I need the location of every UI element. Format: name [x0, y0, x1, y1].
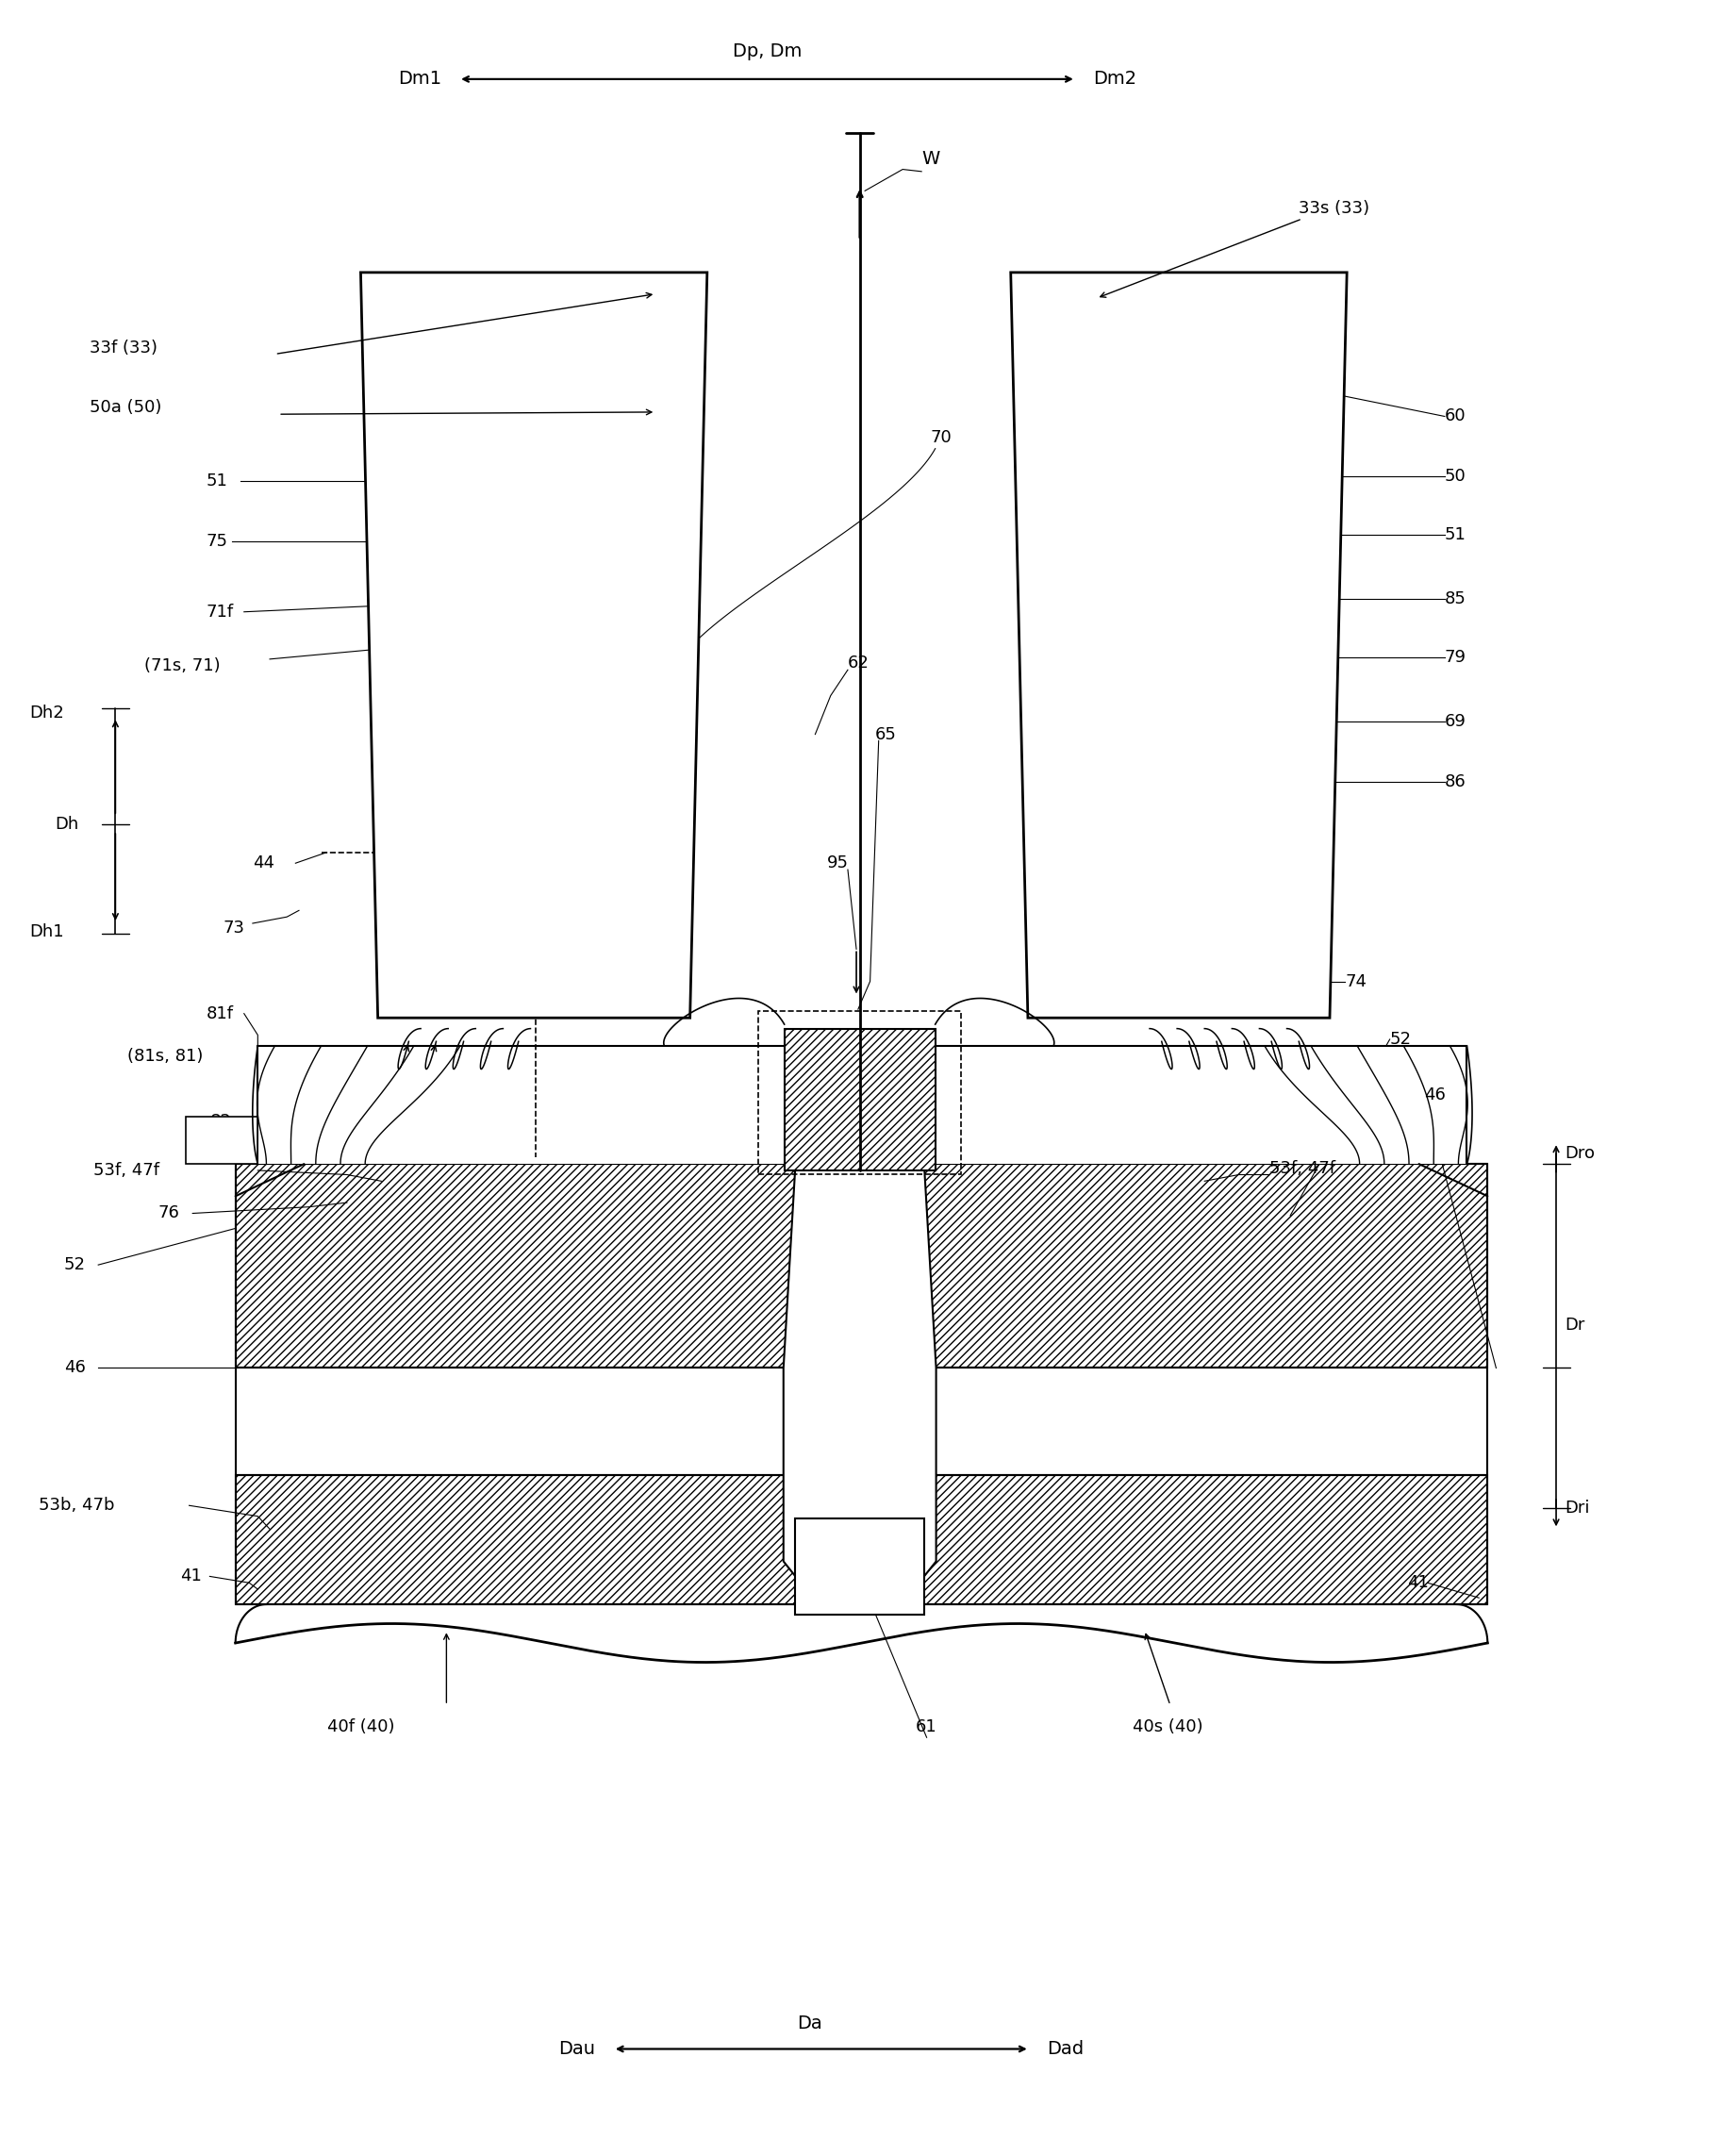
Text: 79: 79: [1444, 649, 1466, 666]
Text: W: W: [922, 149, 939, 168]
Text: 51: 51: [1444, 526, 1466, 543]
Text: 44: 44: [253, 854, 274, 871]
Polygon shape: [796, 1518, 924, 1615]
Text: 46: 46: [1425, 1087, 1446, 1104]
Text: Dau: Dau: [558, 2040, 596, 2059]
Text: Dm1: Dm1: [398, 71, 441, 88]
Text: 70: 70: [930, 429, 951, 446]
Text: 71f: 71f: [207, 604, 234, 621]
Text: Da: Da: [798, 2014, 822, 2033]
Text: 40s (40): 40s (40): [1132, 1718, 1203, 1736]
Text: 75: 75: [207, 533, 227, 550]
Text: 65: 65: [875, 727, 896, 744]
Text: Dr: Dr: [1564, 1317, 1585, 1335]
Text: 46: 46: [64, 1360, 86, 1376]
Text: 40f (40): 40f (40): [327, 1718, 395, 1736]
Text: Dp, Dm: Dp, Dm: [732, 43, 801, 60]
Text: 41: 41: [1408, 1574, 1428, 1591]
Polygon shape: [1011, 272, 1347, 1018]
Text: 52: 52: [1390, 1031, 1411, 1048]
Polygon shape: [186, 1117, 258, 1164]
Text: 53f, 47f: 53f, 47f: [1270, 1160, 1335, 1177]
Text: Dad: Dad: [1048, 2040, 1084, 2059]
Text: Dm2: Dm2: [1092, 71, 1137, 88]
Text: 33f (33): 33f (33): [90, 338, 157, 356]
Text: 50: 50: [1444, 468, 1466, 485]
Polygon shape: [258, 1046, 796, 1164]
Text: 62: 62: [848, 655, 870, 673]
Text: 69: 69: [1444, 714, 1466, 731]
Text: (71s, 71): (71s, 71): [145, 658, 221, 675]
Polygon shape: [796, 1046, 1466, 1164]
Text: Dh1: Dh1: [29, 923, 64, 940]
Text: 53f, 47f: 53f, 47f: [93, 1162, 159, 1179]
Polygon shape: [784, 1164, 936, 1604]
Text: 76: 76: [159, 1205, 179, 1222]
Text: 85: 85: [1444, 591, 1466, 608]
Text: 33s (33): 33s (33): [1299, 201, 1370, 216]
Text: Dro: Dro: [1564, 1145, 1595, 1162]
Text: 41: 41: [181, 1567, 202, 1585]
Text: Dri: Dri: [1564, 1498, 1590, 1516]
Text: 53b, 47b: 53b, 47b: [38, 1496, 114, 1514]
Polygon shape: [236, 1164, 1487, 1369]
Text: Dh2: Dh2: [29, 705, 64, 722]
Polygon shape: [784, 1028, 936, 1171]
Text: 82: 82: [210, 1112, 231, 1130]
Text: 51: 51: [207, 472, 227, 489]
Text: 61: 61: [917, 1718, 937, 1736]
Text: (81s, 81): (81s, 81): [128, 1048, 203, 1065]
Text: 52: 52: [64, 1257, 86, 1274]
Text: 60: 60: [1444, 407, 1466, 425]
Text: Dh: Dh: [55, 815, 79, 832]
Text: 50a (50): 50a (50): [90, 399, 162, 416]
Text: 73: 73: [224, 918, 245, 936]
Text: 81f: 81f: [207, 1005, 234, 1022]
Text: 86: 86: [1444, 774, 1466, 789]
Polygon shape: [360, 272, 706, 1018]
Text: 95: 95: [827, 854, 849, 871]
Bar: [758, 1011, 961, 1175]
Text: 74: 74: [1346, 972, 1366, 990]
Polygon shape: [236, 1475, 1487, 1604]
